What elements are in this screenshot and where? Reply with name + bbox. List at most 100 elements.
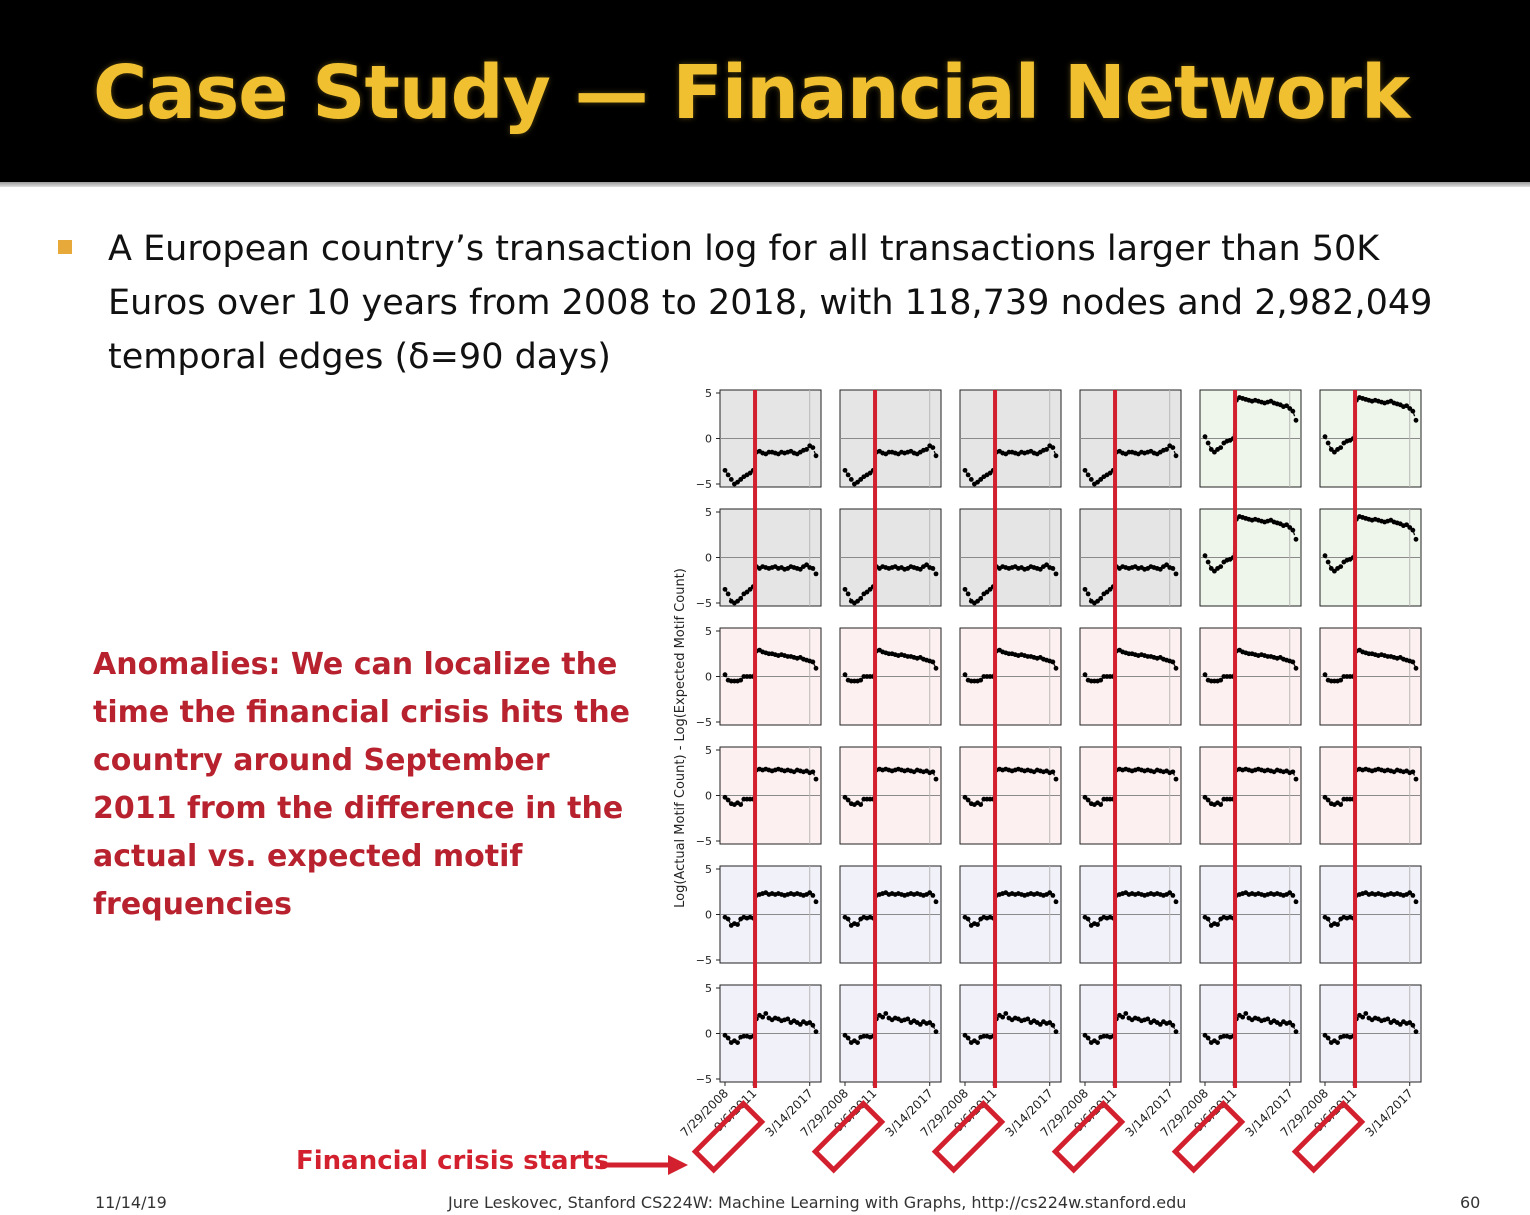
data-point [1167,1020,1173,1025]
data-point [1322,434,1328,440]
data-point [1413,776,1419,782]
data-point [813,776,819,782]
data-point [962,586,968,592]
data-point [930,892,936,898]
data-point [735,922,740,927]
data-point [813,899,819,905]
data-point [1050,566,1056,571]
data-point [1205,440,1211,446]
data-point [1170,659,1176,665]
data-point [1287,890,1293,896]
data-point [1173,899,1179,905]
data-point [1407,406,1413,411]
data-point [1202,434,1208,440]
data-point [1290,769,1296,775]
data-point [1053,453,1059,459]
data-point [807,1020,813,1025]
data-point [738,677,744,683]
data-point [962,672,968,678]
data-point [1003,1011,1009,1016]
data-point [965,472,971,478]
data-point [917,566,923,572]
data-point [797,1022,803,1027]
data-point [984,589,990,595]
data-point [807,890,813,896]
data-point [848,477,854,482]
data-point [858,596,864,601]
data-point [1088,477,1094,482]
data-point [1290,1022,1296,1028]
footer-date: 11/14/19 [95,1193,167,1212]
data-point [1173,665,1179,671]
data-point [1205,916,1211,922]
data-point [1145,1016,1151,1022]
data-point [1098,677,1104,683]
data-point [1170,445,1176,450]
crisis-date-highlight [1171,1099,1246,1174]
data-point [968,477,974,482]
data-point [1325,1035,1331,1041]
y-tick-label: 5 [705,982,712,995]
data-point [1173,571,1179,577]
data-point [1293,536,1299,542]
page-number: 60 [1460,1193,1481,1212]
data-point [722,586,728,592]
data-point [785,1016,791,1022]
data-point [987,586,993,592]
data-point [1328,447,1334,452]
data-point [1082,1032,1088,1038]
data-point [1293,776,1299,782]
y-tick-label: 0 [705,433,712,446]
data-point [1082,586,1088,592]
y-tick-label: −5 [696,1073,712,1086]
data-point [1098,802,1104,807]
data-point [880,1014,886,1020]
y-tick-label: 0 [705,790,712,803]
data-point [978,802,984,807]
data-point [725,916,731,922]
data-point [975,479,980,485]
data-point [810,769,816,775]
data-point [1120,1014,1126,1020]
y-axis-label: Log(Actual Motif Count) - Log(Expected M… [673,568,688,908]
data-point [1325,559,1331,565]
data-point [858,677,864,683]
data-point [763,1011,769,1016]
data-point [1325,916,1331,922]
data-point [978,596,984,601]
data-point [1293,665,1299,671]
data-point [1328,566,1334,571]
data-point [1095,922,1100,927]
data-point [1325,797,1331,803]
data-point [845,1035,851,1041]
data-point [855,922,860,927]
y-tick-label: 0 [705,1028,712,1041]
data-point [1397,1022,1403,1027]
data-point [1407,525,1413,530]
data-point [845,797,851,803]
data-point [1410,892,1416,898]
data-point [962,467,968,473]
data-point [924,447,929,452]
data-point [1170,1022,1176,1028]
slide-title: Case Study — Financial Network [93,50,1410,136]
y-tick-label: 0 [705,552,712,565]
data-point [744,589,750,595]
data-point [930,445,936,450]
data-point [1205,797,1211,803]
data-point [1202,1032,1208,1038]
data-point [1212,568,1217,574]
data-point [927,1020,933,1025]
data-point [1173,453,1179,459]
data-point [1037,1022,1043,1027]
data-point [933,453,939,459]
data-point [1413,417,1419,423]
data-point [1164,562,1169,568]
data-point [813,1029,819,1035]
crisis-arrow [600,1155,688,1175]
y-tick-label: −5 [696,597,712,610]
data-point [1095,598,1100,604]
data-point [1212,449,1217,455]
data-point [1385,1016,1391,1022]
data-point [1095,1040,1100,1045]
